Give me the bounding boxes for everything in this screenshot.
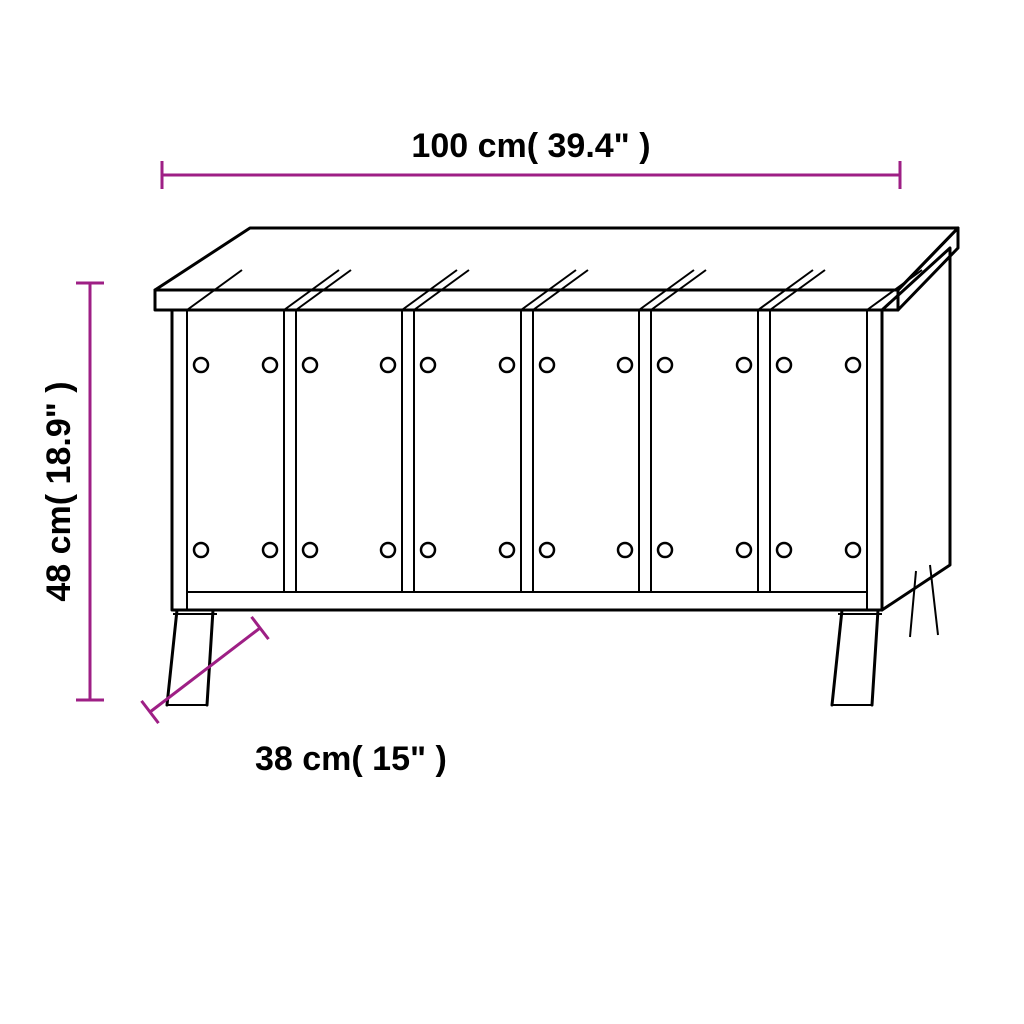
dimension-height-label: 48 cm( 18.9" )	[40, 381, 78, 601]
furniture-dimension-diagram: 100 cm( 39.4" ) 48 cm( 18.9" ) 38 cm( 15" …	[0, 0, 1024, 1024]
dimension-width-label: 100 cm( 39.4" )	[411, 127, 650, 165]
dimension-depth-label: 38 cm( 15" )	[255, 740, 447, 778]
